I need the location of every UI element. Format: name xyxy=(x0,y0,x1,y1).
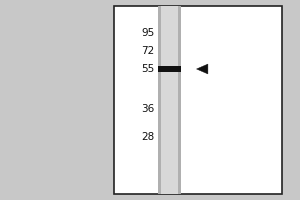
Text: 36: 36 xyxy=(141,104,154,114)
Text: 28: 28 xyxy=(141,132,154,142)
Bar xyxy=(158,66,181,72)
Bar xyxy=(161,6,178,194)
Text: 72: 72 xyxy=(141,46,154,56)
Polygon shape xyxy=(196,64,208,74)
Text: 95: 95 xyxy=(141,28,154,38)
Bar xyxy=(114,6,282,194)
Bar xyxy=(158,6,181,194)
Text: 55: 55 xyxy=(141,64,154,74)
